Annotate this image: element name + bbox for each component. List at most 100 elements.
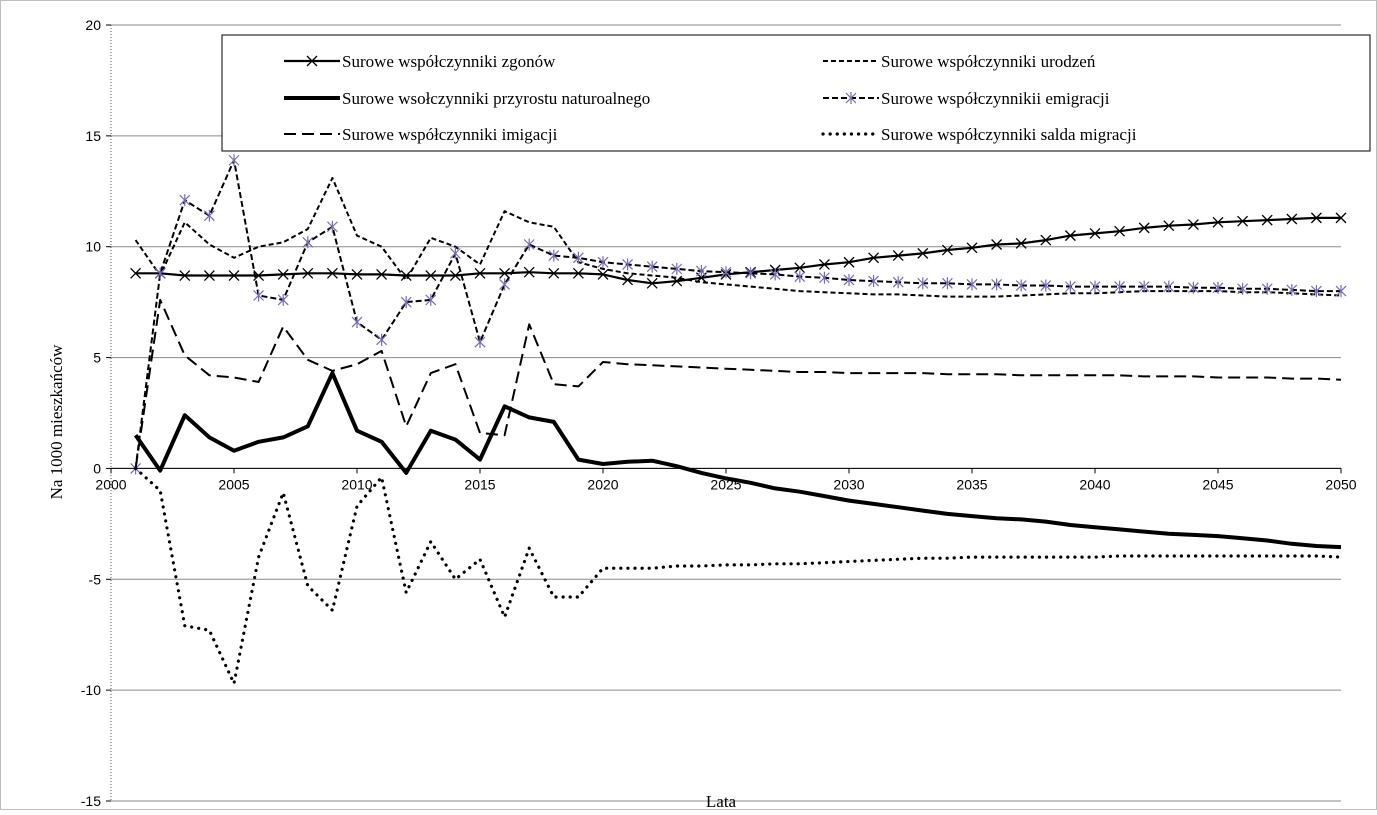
series-line xyxy=(134,466,1343,686)
data-point xyxy=(818,271,830,284)
data-point xyxy=(1040,234,1052,246)
series-line xyxy=(134,177,1342,298)
data-point xyxy=(966,242,978,254)
legend-item: Surowe współczynnikii emigracji xyxy=(823,89,1110,108)
x-tick-label: 2030 xyxy=(833,476,864,492)
legend-label: Surowe współczynniki imigacji xyxy=(342,125,558,144)
data-point xyxy=(351,268,363,280)
y-tick-label: -5 xyxy=(89,571,102,587)
legend-marker xyxy=(306,55,318,67)
data-point xyxy=(499,278,511,291)
data-point xyxy=(794,262,806,274)
data-point xyxy=(572,267,584,279)
data-point xyxy=(376,268,388,280)
data-point xyxy=(597,256,609,269)
legend-label: Surowe współczynniki zgonów xyxy=(342,52,556,71)
data-point xyxy=(892,276,904,289)
data-point xyxy=(966,278,978,291)
data-point xyxy=(868,275,880,288)
legend: Surowe współczynniki zgonów Surowe współc… xyxy=(221,34,1371,152)
data-point xyxy=(917,277,929,290)
data-point xyxy=(523,266,535,278)
legend-item: Surowe wsołczynniki przyrostu naturoalne… xyxy=(284,89,650,108)
data-point xyxy=(179,270,191,281)
y-tick-label: -15 xyxy=(81,793,101,809)
series-3 xyxy=(133,371,1342,550)
data-point xyxy=(523,238,535,251)
data-point xyxy=(228,154,240,167)
data-point xyxy=(1089,227,1101,239)
data-point xyxy=(376,333,388,346)
legend-box xyxy=(221,34,1371,152)
data-point xyxy=(1163,220,1175,232)
data-point xyxy=(1089,280,1101,293)
data-point xyxy=(1237,215,1249,227)
data-point xyxy=(572,251,584,264)
legend-item: Surowe współczynniki imigacji xyxy=(284,125,558,144)
data-point xyxy=(228,270,240,281)
data-point xyxy=(646,277,658,289)
data-point xyxy=(991,278,1003,291)
data-point xyxy=(597,268,609,280)
y-tick-label: -10 xyxy=(81,682,101,698)
data-point xyxy=(425,293,437,306)
data-point xyxy=(843,273,855,286)
data-point xyxy=(1237,282,1249,295)
data-point xyxy=(203,209,215,222)
x-tick-label: 2005 xyxy=(218,476,249,492)
data-point xyxy=(449,247,461,260)
data-point xyxy=(1286,213,1298,225)
legend-item: Surowe współczynniki salda migracji xyxy=(821,125,1137,144)
data-point xyxy=(671,262,683,275)
x-tick-label: 2045 xyxy=(1202,476,1233,492)
data-point xyxy=(449,270,461,281)
legend-marker xyxy=(845,92,857,104)
data-point xyxy=(425,270,437,281)
data-point xyxy=(499,267,511,279)
data-point xyxy=(179,194,191,207)
data-point xyxy=(1114,225,1126,237)
y-tick-label: 5 xyxy=(93,350,101,366)
data-point xyxy=(1261,214,1273,226)
data-point xyxy=(1335,285,1347,298)
legend-label: Surowe współczynniki salda migracji xyxy=(881,125,1137,144)
x-tick-label: 2015 xyxy=(464,476,495,492)
data-point xyxy=(326,220,338,233)
series-1 xyxy=(130,212,1347,289)
data-point xyxy=(818,258,830,270)
data-point xyxy=(1015,237,1027,249)
data-point xyxy=(868,252,880,264)
data-point xyxy=(646,260,658,273)
data-point xyxy=(892,250,904,262)
data-point xyxy=(277,293,289,306)
x-tick-label: 2040 xyxy=(1079,476,1110,492)
y-tick-label: 20 xyxy=(85,17,101,33)
data-point xyxy=(400,296,412,309)
data-point xyxy=(843,256,855,268)
data-point xyxy=(548,267,560,279)
data-point xyxy=(622,274,634,286)
data-point xyxy=(326,267,338,279)
data-point xyxy=(1212,281,1224,294)
series-4 xyxy=(130,154,1347,475)
data-point xyxy=(941,277,953,290)
data-point xyxy=(1064,230,1076,242)
series-6 xyxy=(134,466,1343,686)
legend-label: Surowe współczynnikii emigracji xyxy=(881,89,1110,108)
data-point xyxy=(351,316,363,329)
data-point xyxy=(474,336,486,349)
series-2 xyxy=(134,177,1342,298)
data-point xyxy=(302,267,314,279)
series-lines xyxy=(130,154,1347,686)
y-tick-label: 15 xyxy=(85,128,101,144)
data-point xyxy=(1310,285,1322,298)
data-point xyxy=(1187,281,1199,294)
x-tick-label: 2000 xyxy=(95,476,126,492)
y-tick-label: 10 xyxy=(85,239,101,255)
legend-label: Surowe wsołczynniki przyrostu naturoalne… xyxy=(342,89,650,108)
data-point xyxy=(302,236,314,249)
data-point xyxy=(1187,219,1199,231)
series-5 xyxy=(134,298,1342,469)
data-point xyxy=(400,270,412,281)
